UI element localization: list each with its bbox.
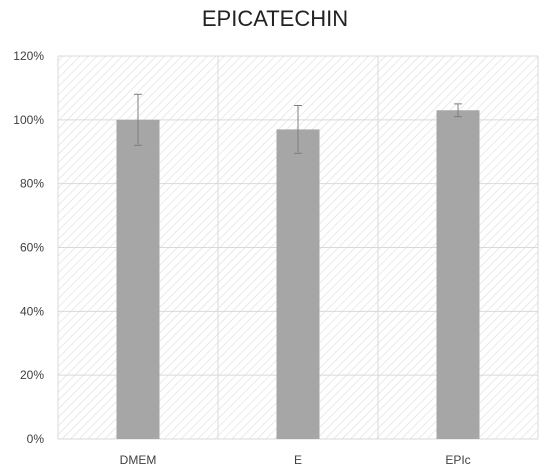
bar-epic [436,110,480,439]
y-tick-label: 80% [20,177,44,191]
y-tick-label: 20% [20,368,44,382]
y-tick-label: 0% [27,432,45,446]
bar-e [276,129,320,440]
x-tick-label: E [294,453,302,467]
y-tick-label: 40% [20,304,44,318]
y-tick-label: 60% [20,241,44,255]
x-tick-label: DMEM [120,453,157,467]
chart-title: EPICATECHIN [201,6,349,31]
y-tick-label: 120% [13,49,44,63]
bar-dmem [116,119,160,439]
x-tick-label: EPIc [445,453,470,467]
y-tick-label: 100% [13,113,44,127]
